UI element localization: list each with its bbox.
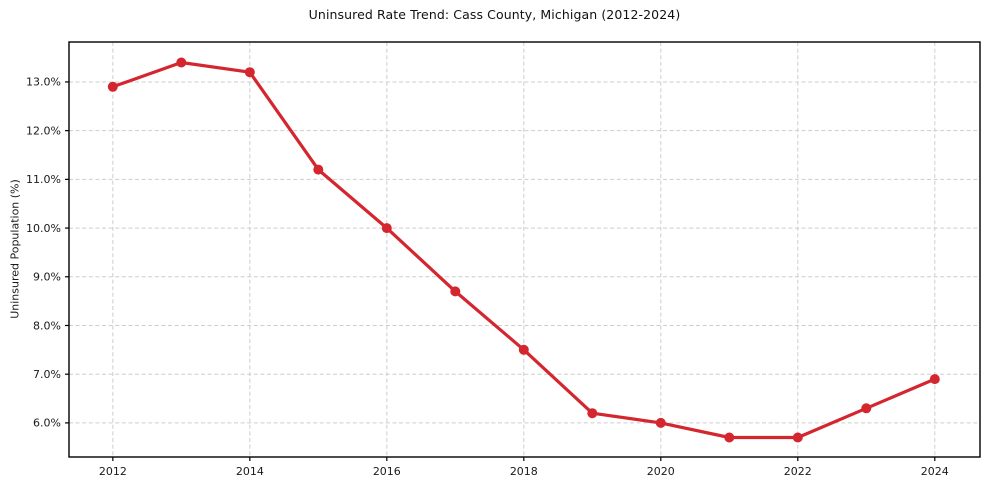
- data-point: [724, 432, 735, 443]
- x-tick-label: 2024: [921, 465, 949, 478]
- data-point: [176, 57, 187, 68]
- x-tick-label: 2014: [236, 465, 264, 478]
- x-tick-label: 2012: [99, 465, 127, 478]
- y-tick-label: 13.0%: [26, 76, 61, 89]
- y-tick-label: 12.0%: [26, 124, 61, 137]
- data-point: [655, 417, 666, 428]
- x-tick-label: 2022: [784, 465, 812, 478]
- data-point: [929, 374, 940, 385]
- x-tick-label: 2018: [510, 465, 538, 478]
- data-point: [244, 67, 255, 78]
- data-point: [792, 432, 803, 443]
- data-point: [861, 403, 872, 414]
- y-tick-label: 6.0%: [33, 417, 61, 430]
- data-points: [107, 57, 940, 443]
- plot-border: [68, 41, 981, 458]
- data-point: [450, 286, 461, 297]
- y-tick-label: 8.0%: [33, 319, 61, 332]
- y-axis-ticks: 6.0% 7.0% 8.0% 9.0% 10.0% 11.0% 12.0% 13.0%: [26, 76, 69, 430]
- y-tick-label: 10.0%: [26, 222, 61, 235]
- x-axis-ticks: 2012 2014 2016 2018 2020 2022 2024: [99, 457, 949, 478]
- data-point: [518, 344, 529, 355]
- gridlines: [69, 42, 980, 457]
- data-point: [381, 223, 392, 234]
- data-point: [313, 164, 324, 175]
- data-point: [587, 408, 598, 419]
- x-tick-label: 2016: [373, 465, 401, 478]
- y-tick-label: 9.0%: [33, 271, 61, 284]
- data-point: [107, 81, 118, 92]
- y-tick-label: 11.0%: [26, 173, 61, 186]
- y-tick-label: 7.0%: [33, 368, 61, 381]
- x-tick-label: 2020: [647, 465, 675, 478]
- chart-title: Uninsured Rate Trend: Cass County, Michi…: [308, 7, 681, 22]
